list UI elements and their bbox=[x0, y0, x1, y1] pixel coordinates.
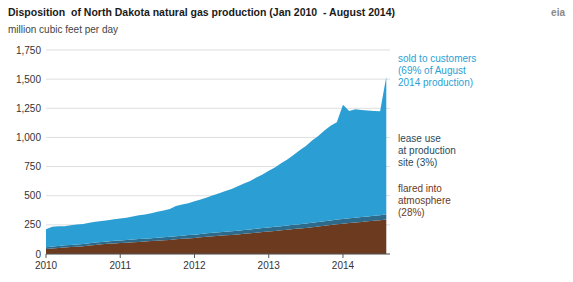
x-tick-label: 2013 bbox=[258, 260, 281, 271]
area bbox=[46, 77, 386, 248]
y-tick-label: 0 bbox=[35, 249, 41, 260]
annotation: flared intoatmosphere(28%) bbox=[398, 183, 451, 218]
chart: Disposition of North Dakota natural gas … bbox=[0, 0, 573, 282]
x-tick bbox=[46, 254, 47, 258]
y-tick-label: 1,500 bbox=[16, 74, 41, 85]
x-tick-label: 2011 bbox=[109, 260, 131, 271]
x-tick bbox=[194, 254, 195, 258]
y-tick-label: 750 bbox=[24, 161, 41, 172]
x-tick-label: 2010 bbox=[35, 260, 58, 271]
grid-line bbox=[46, 79, 390, 80]
x-tick bbox=[268, 254, 269, 258]
grid-line bbox=[46, 108, 390, 109]
y-tick-label: 1,000 bbox=[16, 132, 41, 143]
y-tick-label: 250 bbox=[24, 219, 41, 230]
grid bbox=[46, 50, 390, 254]
grid-line bbox=[46, 50, 390, 51]
y-tick-label: 500 bbox=[24, 190, 41, 201]
x-tick bbox=[120, 254, 121, 258]
y-tick-label: 1,750 bbox=[16, 45, 41, 56]
areas bbox=[46, 77, 386, 254]
grid-line bbox=[46, 254, 390, 255]
annotation: sold to customers(69% of August2014 prod… bbox=[398, 53, 476, 88]
x-tick-label: 2012 bbox=[183, 260, 206, 271]
x-tick-label: 2014 bbox=[332, 260, 355, 271]
y-tick-label: 1,250 bbox=[16, 103, 41, 114]
annotation: eia bbox=[551, 7, 565, 18]
x-tick bbox=[342, 254, 343, 258]
x-axis-line bbox=[46, 254, 390, 255]
title: Disposition of North Dakota natural gas … bbox=[8, 6, 395, 18]
annotation: lease useat productionsite (3%) bbox=[398, 133, 456, 168]
subtitle: million cubic feet per day bbox=[8, 24, 118, 35]
